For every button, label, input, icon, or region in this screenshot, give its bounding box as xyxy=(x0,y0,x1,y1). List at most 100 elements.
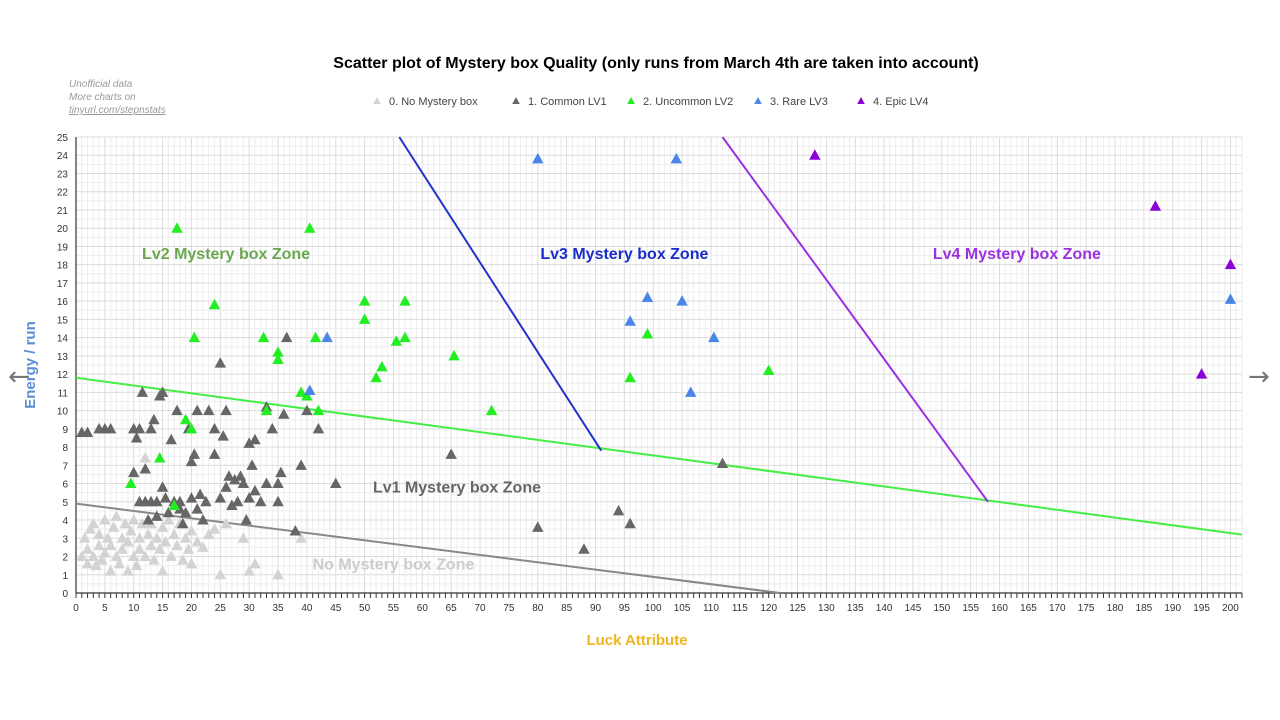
legend-marker xyxy=(857,97,865,104)
x-tick-label: 125 xyxy=(789,603,806,614)
y-tick-label: 10 xyxy=(57,407,69,418)
data-point xyxy=(485,404,498,416)
data-point xyxy=(139,462,151,474)
data-point xyxy=(177,517,189,529)
data-point xyxy=(243,437,255,448)
boundary-line xyxy=(75,502,781,594)
data-point xyxy=(260,404,273,416)
data-point xyxy=(81,543,94,554)
data-point xyxy=(125,477,137,489)
x-tick-label: 55 xyxy=(388,603,400,614)
data-point xyxy=(237,477,250,489)
data-point xyxy=(191,535,203,547)
data-point xyxy=(231,495,244,507)
boundary-lines xyxy=(75,136,1243,594)
legend: 0. No Mystery box 1. Common LV1 2. Uncommo… xyxy=(373,96,928,108)
previous-arrow-icon[interactable]: ← xyxy=(8,362,30,392)
data-point xyxy=(399,331,411,343)
data-point xyxy=(312,422,325,434)
y-tick-label: 13 xyxy=(57,352,69,363)
x-tick-label: 200 xyxy=(1222,603,1239,614)
data-point xyxy=(716,457,729,468)
zone-label: Lv3 Mystery box Zone xyxy=(540,246,708,263)
data-point xyxy=(208,298,221,310)
data-point xyxy=(153,543,166,554)
data-point xyxy=(148,554,160,565)
data-point xyxy=(156,481,169,492)
data-point xyxy=(179,532,192,543)
data-point xyxy=(295,459,307,470)
data-point xyxy=(208,523,221,534)
data-point xyxy=(370,371,382,383)
data-point xyxy=(185,557,198,569)
y-tick-label: 19 xyxy=(57,242,69,253)
source-note: Unofficial data More charts on tinyurl.c… xyxy=(69,79,166,116)
boundary-line xyxy=(398,136,603,452)
data-point xyxy=(151,495,163,507)
data-point xyxy=(809,149,821,160)
data-point xyxy=(182,543,195,554)
legend-marker xyxy=(627,97,635,104)
data-point xyxy=(116,532,128,543)
data-point xyxy=(220,404,232,416)
data-point xyxy=(243,492,255,503)
data-point xyxy=(249,557,261,569)
data-point xyxy=(165,550,177,562)
data-point xyxy=(278,408,290,419)
data-point xyxy=(197,541,209,552)
data-point xyxy=(81,426,94,437)
x-tick-label: 0 xyxy=(73,603,79,614)
data-point xyxy=(295,532,307,543)
next-arrow-icon[interactable]: → xyxy=(1248,362,1270,392)
x-tick-label: 130 xyxy=(818,603,835,614)
data-point xyxy=(136,386,149,397)
data-point xyxy=(133,543,146,554)
y-tick-label: 6 xyxy=(62,480,68,491)
data-point xyxy=(272,568,284,580)
data-point xyxy=(578,543,590,554)
data-point xyxy=(188,448,201,459)
data-point xyxy=(214,568,227,580)
data-point xyxy=(301,404,313,416)
x-tick-label: 50 xyxy=(359,603,371,614)
data-point xyxy=(110,510,123,521)
note-link[interactable]: tinyurl.com/stepnstats xyxy=(69,105,166,116)
data-point xyxy=(624,371,636,383)
data-point xyxy=(676,295,688,306)
data-point xyxy=(208,422,221,434)
x-tick-label: 160 xyxy=(991,603,1008,614)
x-tick-label: 75 xyxy=(503,603,515,614)
data-point xyxy=(191,503,203,514)
x-tick-label: 105 xyxy=(674,603,691,614)
y-tick-label: 18 xyxy=(57,261,69,272)
data-point xyxy=(685,386,697,397)
data-point xyxy=(104,565,117,576)
y-tick-label: 23 xyxy=(57,169,69,180)
data-point xyxy=(249,433,261,445)
x-tick-label: 140 xyxy=(876,603,893,614)
x-tick-label: 115 xyxy=(732,603,748,614)
y-tick-label: 9 xyxy=(62,425,68,436)
data-point xyxy=(304,222,316,233)
data-point xyxy=(188,331,201,343)
data-point xyxy=(243,565,255,576)
data-point xyxy=(168,499,180,510)
data-point xyxy=(128,550,140,562)
x-tick-label: 135 xyxy=(847,603,864,614)
data-point xyxy=(133,532,146,543)
x-tick-label: 155 xyxy=(962,603,979,614)
legend-marker xyxy=(373,97,381,104)
data-point xyxy=(289,524,302,536)
x-tick-label: 110 xyxy=(703,603,719,614)
data-point xyxy=(197,514,209,525)
x-tick-label: 65 xyxy=(446,603,458,614)
data-point xyxy=(1195,368,1208,379)
y-tick-label: 1 xyxy=(62,571,68,582)
data-point xyxy=(200,495,212,507)
x-tick-label: 180 xyxy=(1107,603,1124,614)
data-point xyxy=(266,422,278,434)
data-point xyxy=(670,152,683,164)
x-tick-label: 165 xyxy=(1020,603,1037,614)
data-point xyxy=(246,459,258,470)
